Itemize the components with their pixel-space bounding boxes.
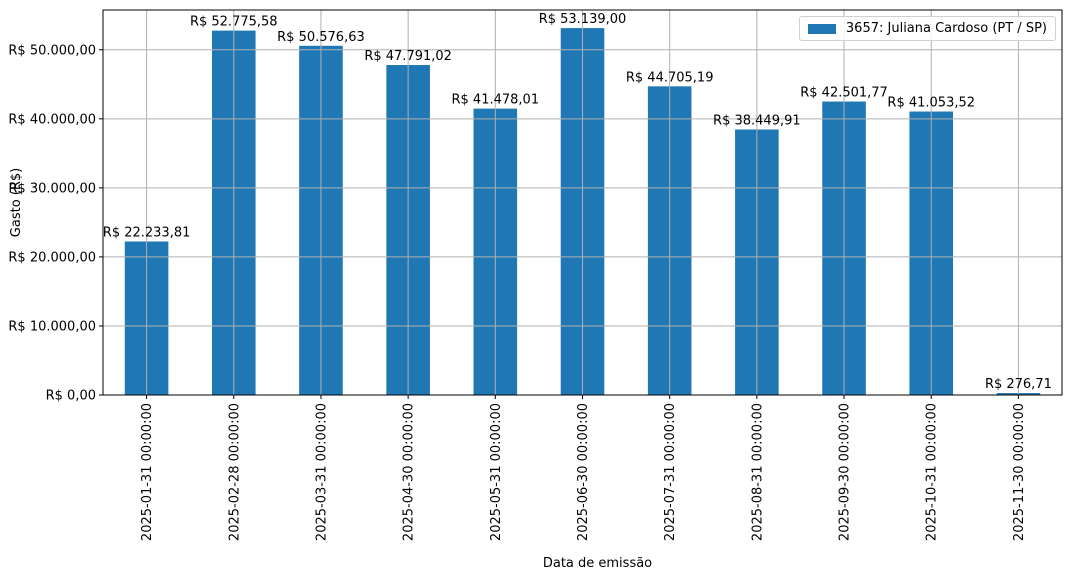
- y-tick-label: R$ 50.000,00: [8, 43, 96, 58]
- bar-value-label: R$ 276,71: [985, 377, 1052, 392]
- y-tick-label: R$ 40.000,00: [8, 112, 96, 127]
- bar-value-label: R$ 50.576,63: [277, 30, 365, 45]
- legend-swatch-icon: [807, 23, 836, 34]
- legend-label: 3657: Juliana Cardoso (PT / SP): [845, 21, 1047, 36]
- y-tick-label: R$ 10.000,00: [8, 319, 96, 334]
- bar-value-label: R$ 42.501,77: [800, 86, 888, 101]
- y-axis-label: Gasto (R$): [9, 168, 24, 237]
- bar-value-label: R$ 38.449,91: [713, 114, 801, 129]
- x-tick-label: 2025-07-31 00:00:00: [663, 403, 678, 541]
- x-tick-label: 2025-01-31 00:00:00: [140, 403, 155, 541]
- y-tick-label: R$ 30.000,00: [8, 181, 96, 196]
- bar-value-label: R$ 52.775,58: [190, 15, 278, 30]
- bar-value-label: R$ 22.233,81: [103, 225, 191, 240]
- bar-value-label: R$ 47.791,02: [364, 49, 452, 64]
- x-tick-label: 2025-09-30 00:00:00: [838, 403, 853, 541]
- bar-value-label: R$ 41.478,01: [452, 93, 540, 108]
- bar-value-label: R$ 44.705,19: [626, 70, 714, 85]
- x-tick-label: 2025-06-30 00:00:00: [576, 403, 591, 541]
- y-tick-label: R$ 0,00: [46, 389, 96, 404]
- x-tick-label: 2025-05-31 00:00:00: [489, 403, 504, 541]
- x-tick-label: 2025-02-28 00:00:00: [227, 403, 242, 541]
- x-tick-label: 2025-08-31 00:00:00: [750, 403, 765, 541]
- x-tick-label: 2025-11-30 00:00:00: [1012, 403, 1027, 541]
- bar-value-label: R$ 53.139,00: [539, 12, 627, 27]
- x-axis-label: Data de emissão: [543, 556, 652, 571]
- x-axis-ticks: 2025-01-31 00:00:00 2025-02-28 00:00:00 20…: [140, 395, 1027, 541]
- y-tick-label: R$ 20.000,00: [8, 250, 96, 265]
- bar-value-labels: R$ 22.233,81 R$ 52.775,58R$ 50.576,63 R$ 4…: [103, 12, 1052, 392]
- x-tick-label: 2025-03-31 00:00:00: [314, 403, 329, 541]
- bar-value-label: R$ 41.053,52: [887, 96, 975, 111]
- x-tick-label: 2025-10-31 00:00:00: [925, 403, 940, 541]
- x-tick-label: 2025-04-30 00:00:00: [402, 403, 417, 541]
- y-axis-ticks: R$ 0,00 R$ 10.000,00 R$ 20.000,00 R$ 30.000…: [8, 43, 103, 404]
- legend: 3657: Juliana Cardoso (PT / SP): [798, 16, 1056, 41]
